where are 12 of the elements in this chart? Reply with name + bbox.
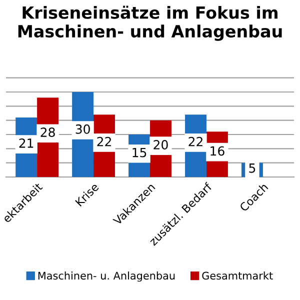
- data-label: 5: [249, 164, 256, 173]
- data-label: 22: [188, 136, 202, 146]
- chart-title: Kriseneinsätze im Fokus im Maschinen- und Anlagenbau: [18, 6, 282, 41]
- legend-label: Maschinen- u. Anlagenbau: [38, 272, 175, 282]
- data-label: 30: [76, 124, 90, 134]
- data-label: 21: [19, 138, 34, 148]
- data-label: 16: [210, 146, 224, 156]
- data-label: 20: [154, 140, 168, 150]
- data-label: 15: [132, 148, 146, 158]
- legend-label: Gesamtmarkt: [202, 272, 273, 280]
- data-label: 28: [40, 128, 55, 137]
- data-label: 22: [97, 136, 111, 146]
